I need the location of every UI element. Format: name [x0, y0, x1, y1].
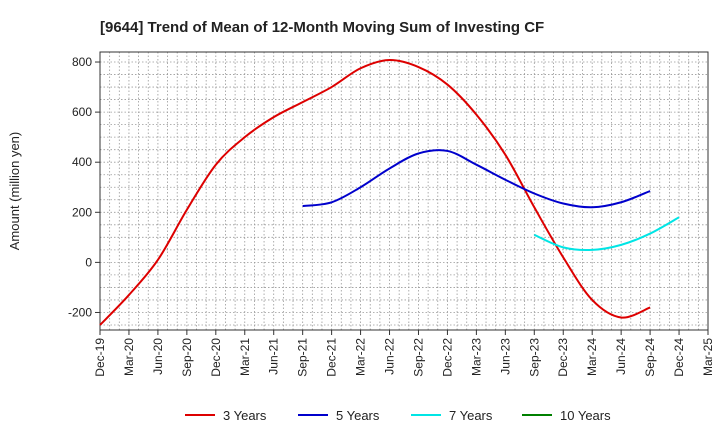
x-tick-label: Dec-24 [672, 338, 686, 377]
y-tick-label: 200 [72, 205, 92, 219]
x-tick-label: Jun-22 [383, 338, 397, 375]
series-line-3-years [99, 59, 651, 326]
x-tick-label: Mar-22 [354, 338, 368, 376]
x-tick-label: Sep-23 [527, 338, 541, 377]
x-tick-label: Dec-19 [93, 338, 107, 377]
x-tick-label: Mar-25 [701, 338, 715, 376]
x-tick-label: Mar-21 [238, 338, 252, 376]
y-tick-label: 600 [72, 105, 92, 119]
x-tick-label: Mar-23 [469, 338, 483, 376]
x-tick-label: Sep-22 [411, 338, 425, 377]
x-tick-label: Mar-24 [585, 338, 599, 376]
x-tick-label: Sep-24 [643, 338, 657, 377]
legend-label-7-years: 7 Years [449, 408, 493, 423]
x-tick-label: Jun-23 [498, 338, 512, 375]
x-tick-label: Dec-20 [209, 338, 223, 377]
series-line-5-years [302, 149, 651, 209]
y-tick-label: 0 [85, 255, 92, 269]
x-tick-label: Sep-21 [296, 338, 310, 377]
plot-frame [99, 51, 709, 331]
legend-label-3-years: 3 Years [223, 408, 267, 423]
series-line-7-years [533, 216, 680, 251]
y-tick-label: -200 [68, 305, 92, 319]
legend-label-10-years: 10 Years [560, 408, 611, 423]
x-tick-label: Dec-21 [325, 338, 339, 377]
y-axis: -200 0 200 400 600 800 [68, 55, 100, 319]
x-tick-label: Jun-20 [151, 338, 165, 375]
x-tick-label: Dec-23 [556, 338, 570, 377]
y-axis-title: Amount (million yen) [7, 132, 22, 251]
grid [99, 52, 709, 330]
x-tick-label: Jun-24 [614, 338, 628, 375]
legend: 3 Years 5 Years 7 Years 10 Years [185, 408, 611, 423]
chart-title: [9644] Trend of Mean of 12-Month Moving … [100, 19, 544, 36]
x-tick-label: Dec-22 [440, 338, 454, 377]
legend-label-5-years: 5 Years [336, 408, 380, 423]
y-tick-label: 800 [72, 55, 92, 69]
x-tick-label: Mar-20 [122, 338, 136, 376]
y-tick-label: 400 [72, 155, 92, 169]
x-axis: Dec-19 Mar-20 Jun-20 Sep-20 Dec-20 Mar-21 Jun-… [93, 330, 715, 377]
series-lines [99, 59, 680, 326]
x-tick-label: Sep-20 [180, 338, 194, 377]
x-tick-label: Jun-21 [267, 338, 281, 375]
